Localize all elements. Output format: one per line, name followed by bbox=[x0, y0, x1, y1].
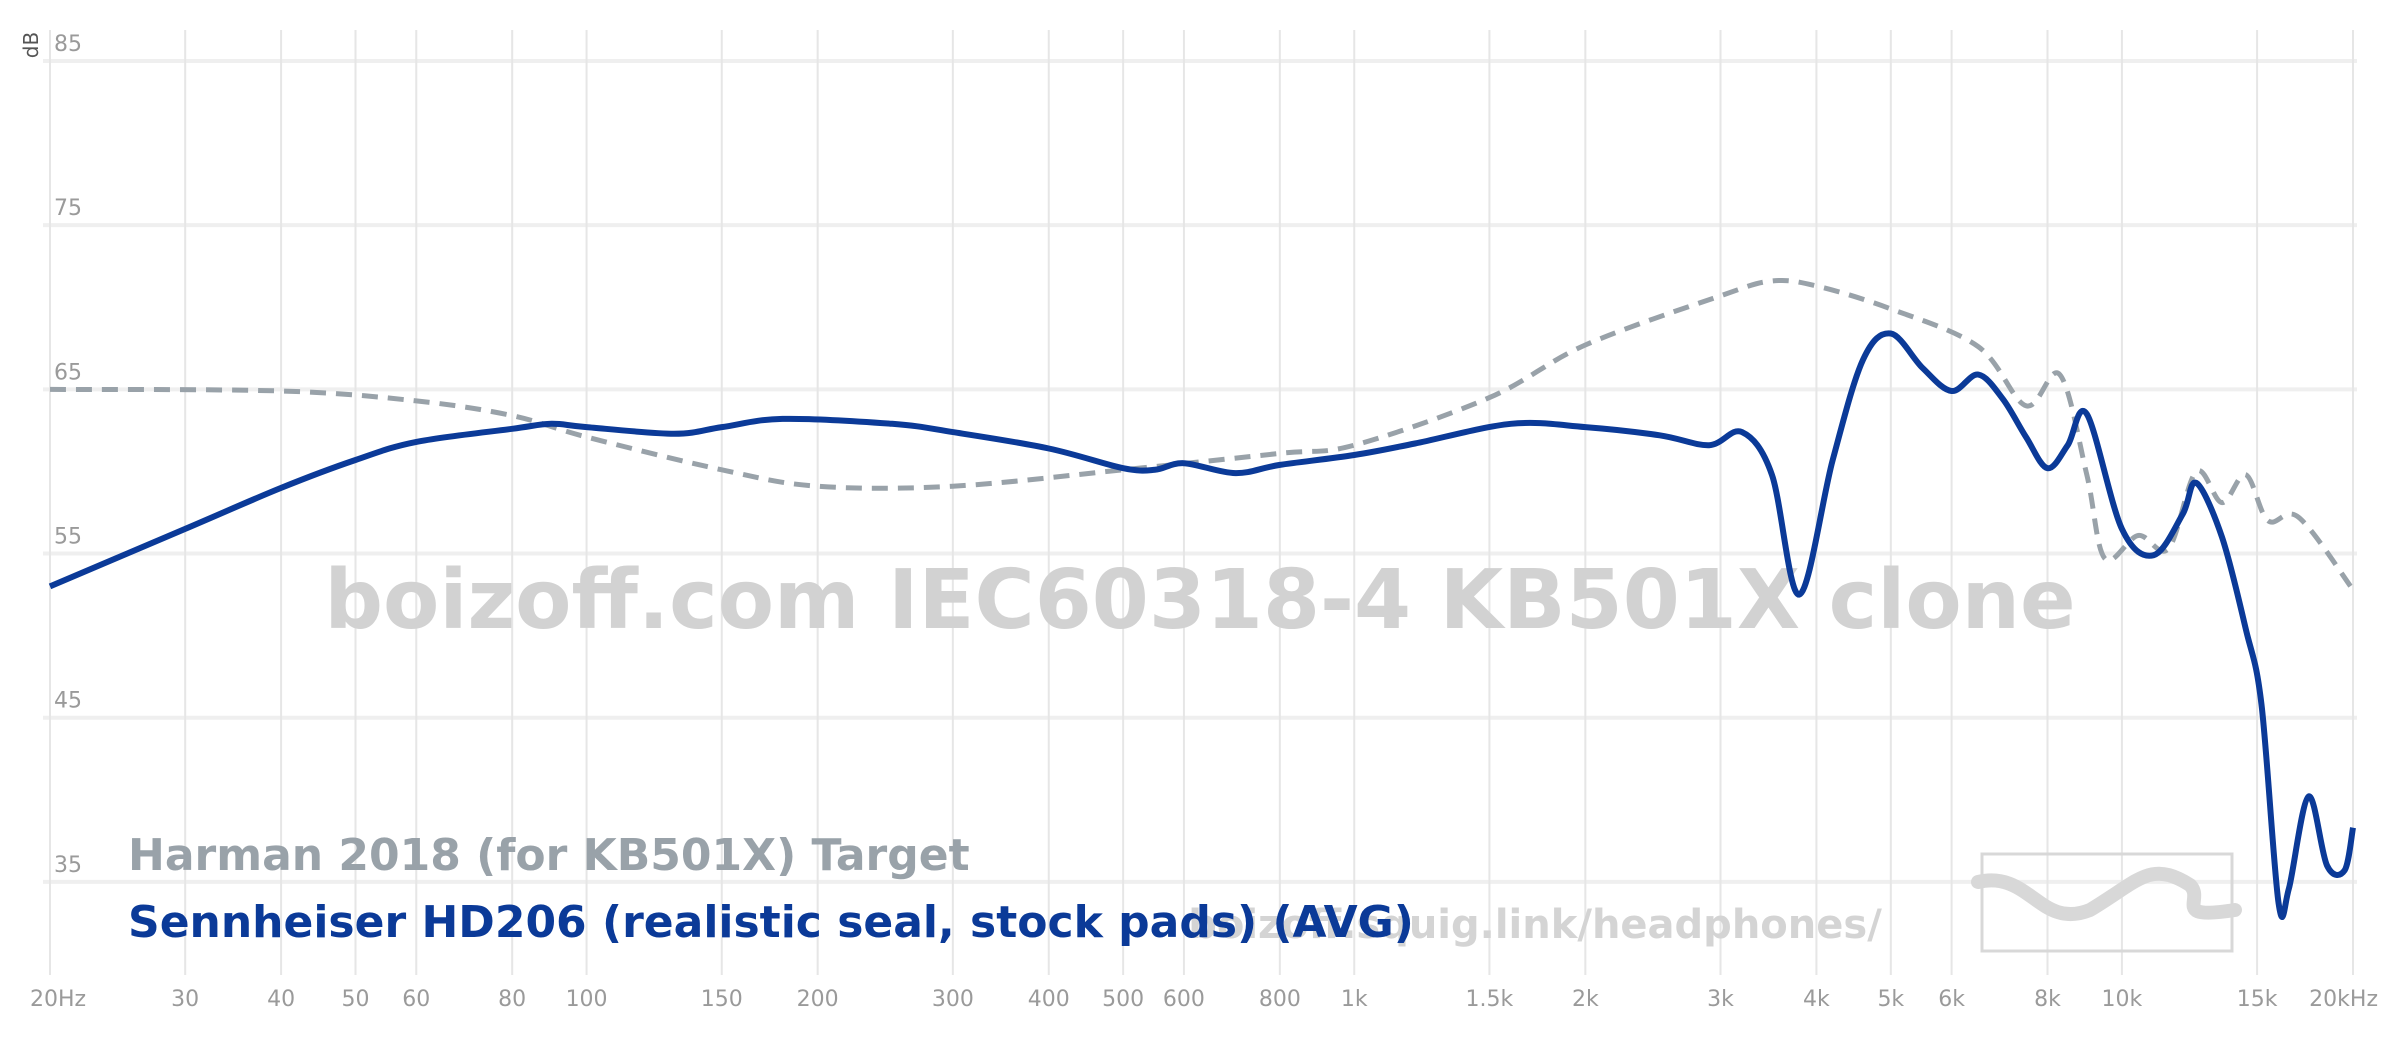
grid: 35 45 55 65 75 85 20Hz 30 40 50 60 80 100 150 200 300 40… bbox=[30, 30, 2378, 1012]
y-tick-label: 75 bbox=[54, 196, 82, 221]
y-tick-label: 65 bbox=[54, 360, 82, 385]
x-tick-label: 4k bbox=[1803, 987, 1830, 1012]
url-watermark: boizoff.squig.link/headphones/ bbox=[1188, 902, 1882, 948]
x-tick-label: 80 bbox=[498, 987, 526, 1012]
y-tick-label: 85 bbox=[54, 32, 82, 57]
logo bbox=[1971, 852, 2242, 953]
y-axis-label: dB bbox=[19, 32, 43, 58]
x-tick-label: 2k bbox=[1572, 987, 1599, 1012]
x-tick-label: 8k bbox=[2034, 987, 2061, 1012]
x-tick-label: 3k bbox=[1707, 987, 1734, 1012]
x-tick-label: 30 bbox=[171, 987, 199, 1012]
x-tick-label: 1k bbox=[1341, 987, 1368, 1012]
x-tick-label: 10k bbox=[2102, 987, 2143, 1012]
y-tick-label: 45 bbox=[54, 689, 82, 714]
y-tick-label: 55 bbox=[54, 525, 82, 550]
x-tick-label: 100 bbox=[566, 987, 608, 1012]
x-tick-label: 15k bbox=[2237, 987, 2278, 1012]
x-tick-label: 600 bbox=[1163, 987, 1205, 1012]
x-tick-label: 60 bbox=[402, 987, 430, 1012]
y-tick-label: 35 bbox=[54, 853, 82, 878]
watermark: boizoff.com IEC60318-4 KB501X clone bbox=[324, 553, 2075, 648]
x-tick-label: 800 bbox=[1259, 987, 1301, 1012]
x-tick-label: 1.5k bbox=[1466, 987, 1514, 1012]
x-tick-label: 50 bbox=[341, 987, 369, 1012]
x-tick-label: 20kHz bbox=[2309, 987, 2378, 1012]
legend-entry: Harman 2018 (for KB501X) Target bbox=[128, 830, 970, 881]
legend-entry: Sennheiser HD206 (realistic seal, stock … bbox=[128, 897, 1414, 948]
plot bbox=[48, 277, 2356, 921]
x-tick-label: 300 bbox=[932, 987, 974, 1012]
x-tick-label: 500 bbox=[1102, 987, 1144, 1012]
x-tick-label: 150 bbox=[701, 987, 743, 1012]
x-tick-label: 40 bbox=[267, 987, 295, 1012]
x-tick-label: 400 bbox=[1028, 987, 1070, 1012]
x-tick-label: 200 bbox=[797, 987, 839, 1012]
x-tick-label: 5k bbox=[1877, 987, 1904, 1012]
x-tick-label: 20Hz bbox=[30, 987, 86, 1012]
series-line bbox=[48, 330, 2356, 921]
x-tick-label: 6k bbox=[1938, 987, 1965, 1012]
series-line bbox=[49, 277, 2356, 592]
